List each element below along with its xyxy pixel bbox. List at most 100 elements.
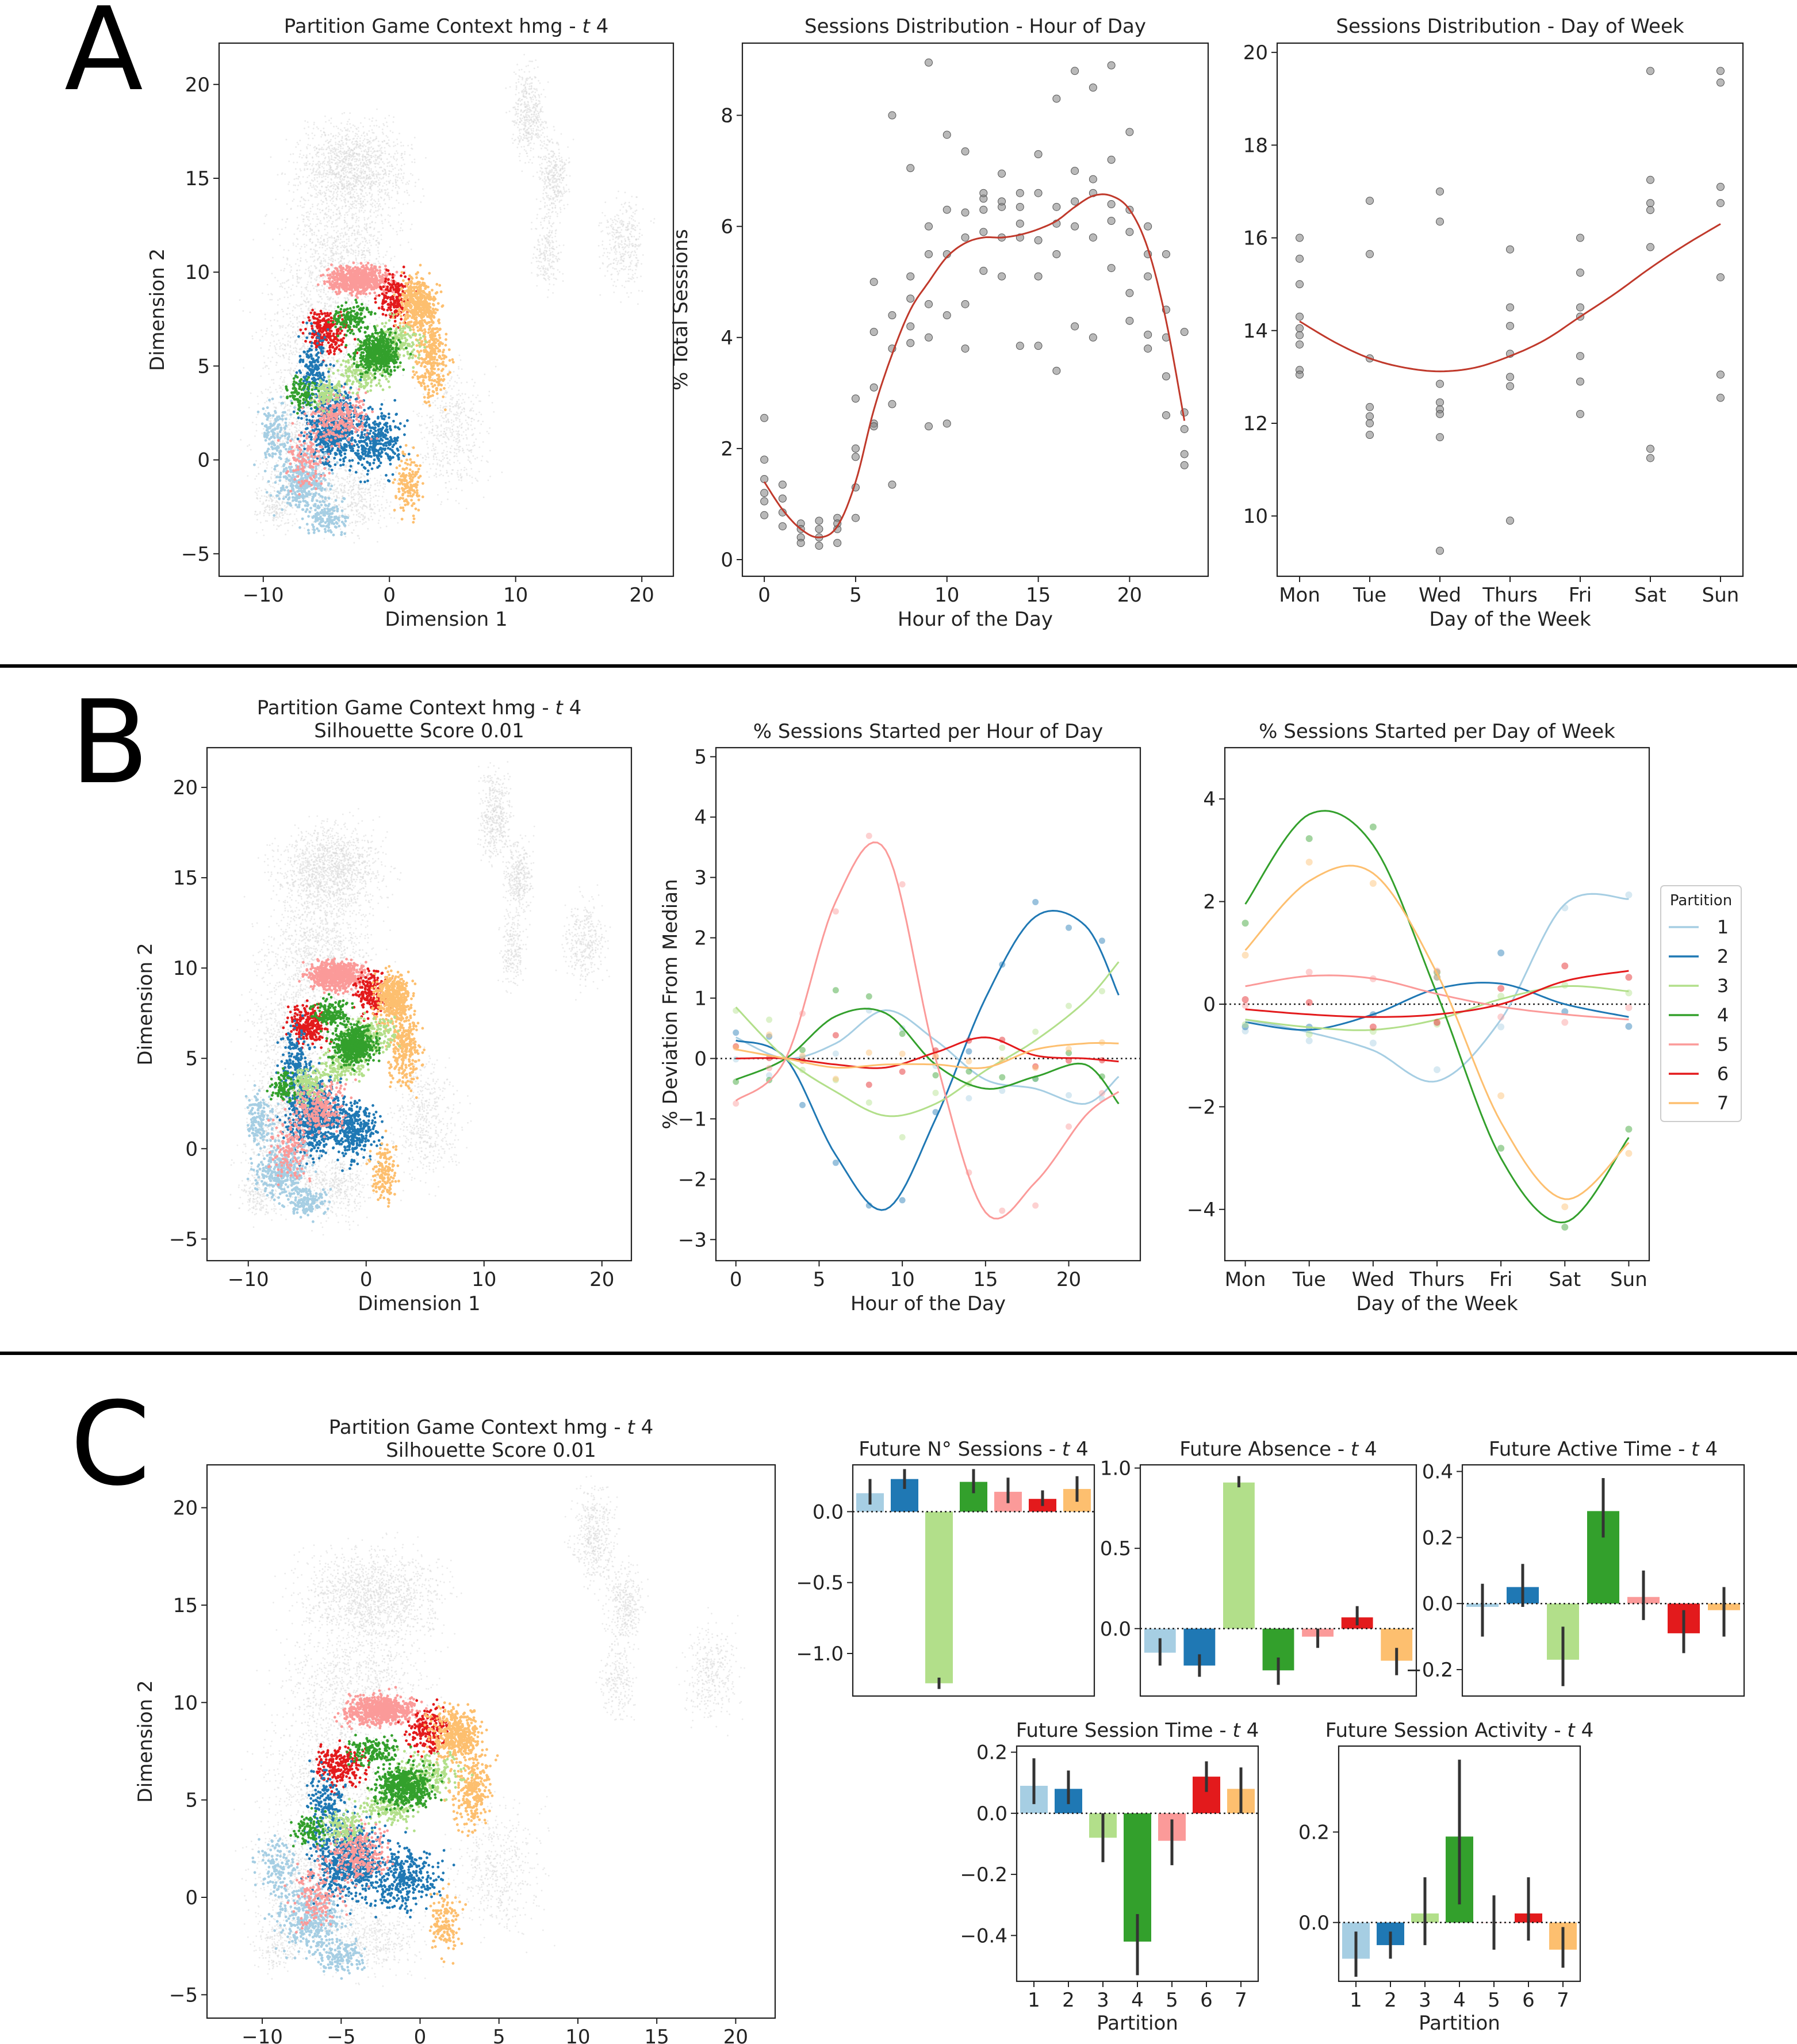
- background-point: [407, 203, 408, 205]
- background-point: [313, 256, 315, 258]
- background-point: [349, 343, 351, 345]
- background-point: [285, 353, 287, 354]
- background-point: [320, 261, 322, 263]
- background-point: [398, 221, 400, 223]
- background-point: [290, 346, 292, 348]
- background-point: [371, 129, 373, 131]
- background-point: [347, 150, 349, 151]
- background-point: [316, 216, 318, 217]
- background-point: [367, 147, 369, 148]
- background-point: [378, 243, 380, 245]
- background-point: [325, 149, 327, 151]
- background-point: [293, 306, 294, 308]
- background-point: [309, 310, 311, 312]
- background-point: [364, 262, 366, 263]
- background-point: [379, 150, 381, 152]
- background-point: [306, 298, 308, 300]
- background-point: [345, 130, 347, 132]
- background-point: [355, 183, 357, 185]
- background-point: [355, 238, 357, 240]
- background-point: [260, 391, 262, 393]
- background-point: [348, 118, 350, 120]
- background-point: [347, 478, 348, 480]
- background-point: [330, 182, 332, 184]
- background-point: [386, 135, 388, 137]
- background-point: [347, 298, 349, 300]
- background-point: [362, 171, 363, 173]
- background-point: [332, 261, 334, 262]
- background-point: [282, 327, 283, 328]
- background-point: [292, 284, 294, 286]
- background-point: [362, 169, 364, 171]
- background-point: [310, 208, 312, 209]
- background-point: [313, 128, 315, 129]
- background-point: [303, 229, 305, 231]
- background-point: [410, 173, 412, 175]
- background-point: [338, 141, 340, 143]
- background-point: [310, 248, 312, 250]
- background-point: [396, 200, 397, 201]
- background-point: [325, 121, 327, 123]
- background-point: [325, 140, 327, 142]
- background-point: [302, 369, 304, 371]
- background-point: [286, 139, 288, 140]
- background-point: [360, 200, 362, 202]
- background-point: [336, 247, 338, 248]
- background-point: [377, 190, 379, 192]
- background-point: [352, 187, 354, 189]
- background-point: [364, 296, 366, 297]
- background-point: [404, 153, 405, 155]
- background-point: [305, 301, 306, 303]
- background-point: [340, 253, 342, 255]
- background-point: [348, 155, 350, 156]
- background-point: [388, 207, 390, 209]
- background-point: [275, 198, 277, 200]
- background-point: [384, 169, 385, 170]
- background-point: [338, 297, 339, 298]
- background-point: [339, 242, 341, 244]
- background-point: [355, 204, 357, 206]
- background-point: [370, 177, 372, 179]
- background-point: [394, 145, 396, 147]
- background-point: [323, 266, 325, 268]
- background-point: [301, 311, 302, 312]
- background-point: [378, 156, 380, 158]
- background-point: [351, 204, 353, 206]
- background-point: [312, 254, 313, 255]
- background-point: [338, 239, 339, 240]
- background-point: [381, 234, 382, 236]
- background-point: [361, 257, 363, 259]
- background-point: [374, 183, 376, 185]
- background-point: [374, 205, 376, 206]
- background-point: [372, 117, 374, 119]
- background-point: [370, 215, 371, 217]
- background-point: [327, 242, 328, 243]
- background-point: [347, 130, 348, 132]
- background-point: [339, 213, 340, 215]
- background-point: [309, 416, 311, 418]
- background-point: [306, 261, 308, 263]
- background-point: [339, 157, 341, 159]
- background-point: [270, 156, 272, 158]
- background-point: [324, 254, 326, 256]
- background-point: [290, 266, 292, 268]
- background-point: [297, 205, 299, 207]
- background-point: [358, 175, 359, 177]
- background-point: [340, 251, 342, 253]
- background-point: [356, 193, 358, 194]
- background-point: [392, 228, 394, 229]
- background-point: [307, 160, 309, 162]
- background-point: [360, 204, 362, 206]
- background-point: [348, 168, 350, 170]
- background-point: [346, 349, 347, 351]
- background-point: [296, 339, 297, 341]
- background-point: [280, 270, 282, 271]
- background-point: [307, 359, 309, 361]
- background-point: [356, 159, 358, 161]
- background-point: [322, 162, 324, 163]
- background-point: [284, 334, 286, 336]
- background-point: [313, 348, 315, 350]
- background-point: [288, 362, 290, 363]
- background-point: [303, 317, 305, 319]
- background-point: [379, 177, 381, 179]
